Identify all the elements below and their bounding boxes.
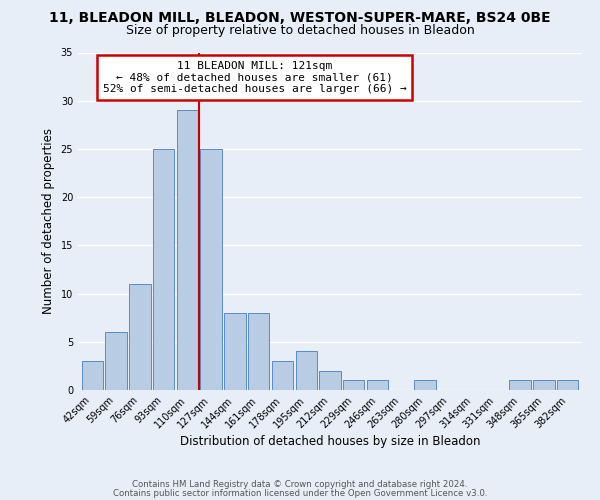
- Bar: [319, 370, 341, 390]
- Bar: [153, 149, 174, 390]
- Bar: [343, 380, 364, 390]
- Text: Contains public sector information licensed under the Open Government Licence v3: Contains public sector information licen…: [113, 489, 487, 498]
- Bar: [176, 110, 198, 390]
- Bar: [509, 380, 531, 390]
- Bar: [129, 284, 151, 390]
- Bar: [367, 380, 388, 390]
- Text: Size of property relative to detached houses in Bleadon: Size of property relative to detached ho…: [125, 24, 475, 37]
- Bar: [296, 352, 317, 390]
- Text: Contains HM Land Registry data © Crown copyright and database right 2024.: Contains HM Land Registry data © Crown c…: [132, 480, 468, 489]
- Text: 11, BLEADON MILL, BLEADON, WESTON-SUPER-MARE, BS24 0BE: 11, BLEADON MILL, BLEADON, WESTON-SUPER-…: [49, 12, 551, 26]
- Bar: [224, 313, 245, 390]
- Bar: [106, 332, 127, 390]
- Bar: [272, 361, 293, 390]
- X-axis label: Distribution of detached houses by size in Bleadon: Distribution of detached houses by size …: [180, 436, 480, 448]
- Bar: [533, 380, 554, 390]
- Bar: [82, 361, 103, 390]
- Bar: [415, 380, 436, 390]
- Bar: [248, 313, 269, 390]
- Bar: [557, 380, 578, 390]
- Y-axis label: Number of detached properties: Number of detached properties: [42, 128, 55, 314]
- Bar: [200, 149, 222, 390]
- Text: 11 BLEADON MILL: 121sqm
← 48% of detached houses are smaller (61)
52% of semi-de: 11 BLEADON MILL: 121sqm ← 48% of detache…: [103, 61, 406, 94]
